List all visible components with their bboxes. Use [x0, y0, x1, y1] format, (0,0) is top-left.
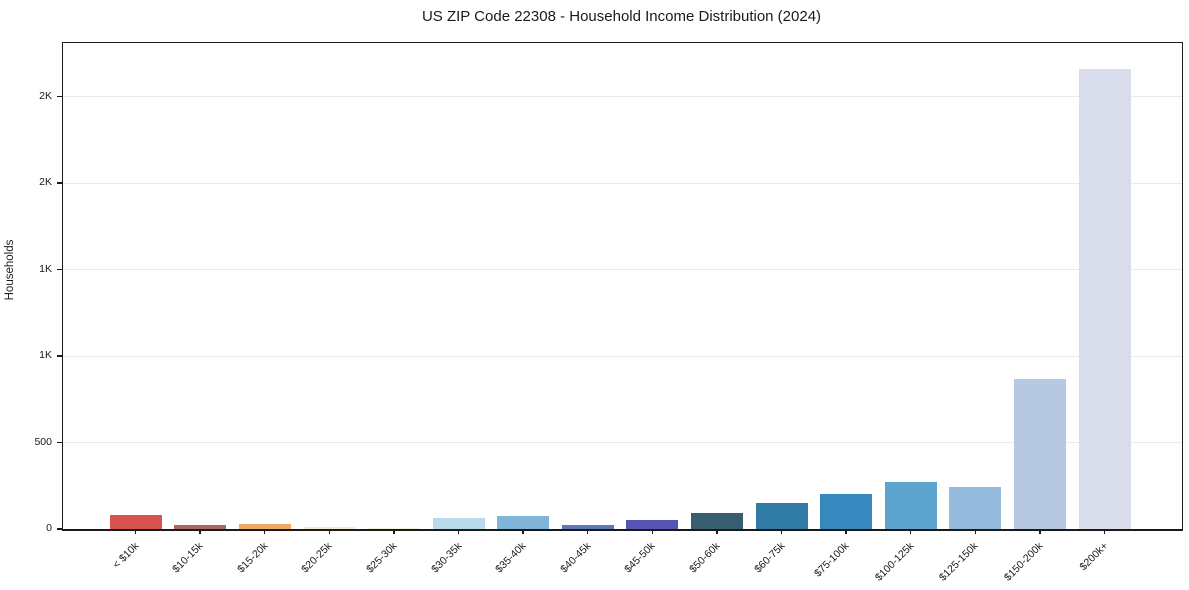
x-tick-mark — [393, 529, 395, 534]
bar — [109, 515, 162, 529]
y-tick-mark — [56, 182, 62, 184]
bar — [174, 524, 227, 529]
x-tick-mark — [457, 529, 460, 534]
bar — [820, 493, 873, 529]
gridline — [63, 182, 1182, 184]
x-tick-mark — [522, 529, 524, 534]
bar — [561, 525, 614, 529]
y-tick-mark — [56, 355, 62, 357]
x-tick-mark — [1103, 529, 1106, 534]
x-tick-mark — [328, 529, 331, 534]
bar — [1013, 378, 1066, 529]
bar — [432, 518, 485, 529]
x-tick-mark — [716, 529, 718, 534]
x-tick-mark — [586, 529, 589, 534]
x-tick-mark — [780, 529, 783, 534]
y-tick-label: 1K — [39, 349, 52, 362]
y-tick-label: 1K — [39, 262, 52, 275]
y-tick-label: 2K — [39, 89, 52, 102]
x-tick-label: < $10k — [109, 540, 141, 571]
x-tick-mark — [974, 529, 977, 534]
bar — [626, 520, 679, 529]
bar — [1078, 68, 1131, 529]
gridline — [63, 269, 1182, 271]
bar — [303, 526, 356, 529]
y-tick-mark — [56, 268, 62, 271]
bar — [690, 512, 743, 529]
gridline — [63, 442, 1182, 444]
bar — [884, 482, 937, 529]
x-tick-mark — [651, 529, 654, 534]
x-tick-mark — [1039, 529, 1041, 534]
chart-title: US ZIP Code 22308 - Household Income Dis… — [421, 8, 822, 25]
x-tick-mark — [134, 529, 137, 534]
y-tick-mark — [56, 528, 62, 530]
plot-area: 0 500 1K 1K 2K 2K < $10k $10-15k $15-20k $20-25k $… — [34, 42, 1183, 584]
gridline — [63, 355, 1182, 357]
y-tick-label: 0 — [46, 522, 52, 534]
x-tick-mark — [263, 529, 266, 534]
bar — [367, 528, 420, 529]
y-tick-mark — [56, 95, 62, 98]
bar — [497, 516, 550, 529]
bar — [755, 503, 808, 529]
y-tick-label: 500 — [34, 435, 52, 448]
gridline — [63, 96, 1182, 98]
y-tick-label: 2K — [39, 176, 52, 189]
bar — [949, 487, 1002, 529]
x-tick-mark — [199, 529, 201, 534]
bar — [238, 523, 291, 529]
y-tick-mark — [56, 441, 62, 444]
x-tick-mark — [909, 529, 912, 534]
x-tick-mark — [845, 529, 847, 534]
